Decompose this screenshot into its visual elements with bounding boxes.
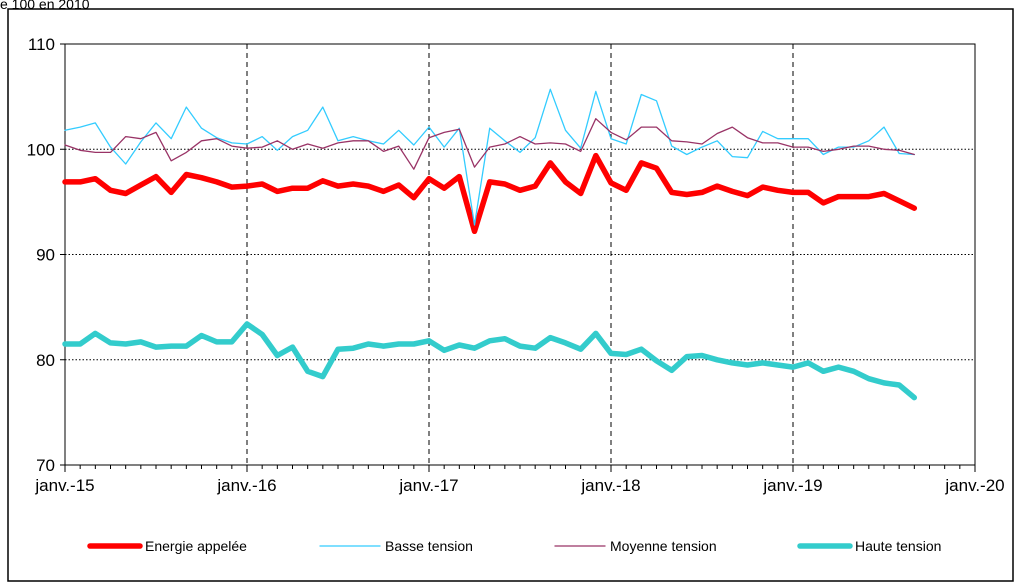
y-tick-label: 100 — [27, 140, 55, 159]
legend-label-4: Haute tension — [855, 538, 941, 554]
x-tick-label: janv.-16 — [216, 476, 276, 495]
legend-label-3: Moyenne tension — [610, 538, 717, 554]
x-tick-label: janv.-20 — [944, 476, 1004, 495]
series-line-2 — [64, 88, 915, 226]
legend-label-1: Energie appelée — [145, 538, 247, 554]
series-lines — [62, 88, 918, 401]
x-tick-label: janv.-15 — [34, 476, 94, 495]
y-tick-label: 110 — [28, 35, 55, 54]
series-line-3 — [64, 118, 915, 170]
y-tick-label: 80 — [36, 351, 55, 370]
y-tick-label: 90 — [36, 246, 55, 265]
axes — [60, 43, 976, 472]
legend-label-2: Basse tension — [385, 538, 473, 554]
grid-lines — [65, 44, 975, 465]
x-tick-labels: janv.-15 janv.-16 janv.-17 janv.-18 janv.-19… — [34, 476, 1004, 495]
series-line-4 — [62, 321, 918, 401]
x-tick-label: janv.-18 — [580, 476, 640, 495]
x-tick-label: janv.-17 — [398, 476, 458, 495]
chart-frame — [7, 8, 1014, 582]
legend: Energie appelée Basse tension Moyenne tens… — [87, 538, 941, 554]
y-tick-label: 70 — [36, 456, 55, 475]
x-tick-label: janv.-19 — [762, 476, 822, 495]
y-tick-labels: 70 80 90 100 110 — [27, 35, 55, 475]
series-line-1 — [62, 152, 918, 235]
